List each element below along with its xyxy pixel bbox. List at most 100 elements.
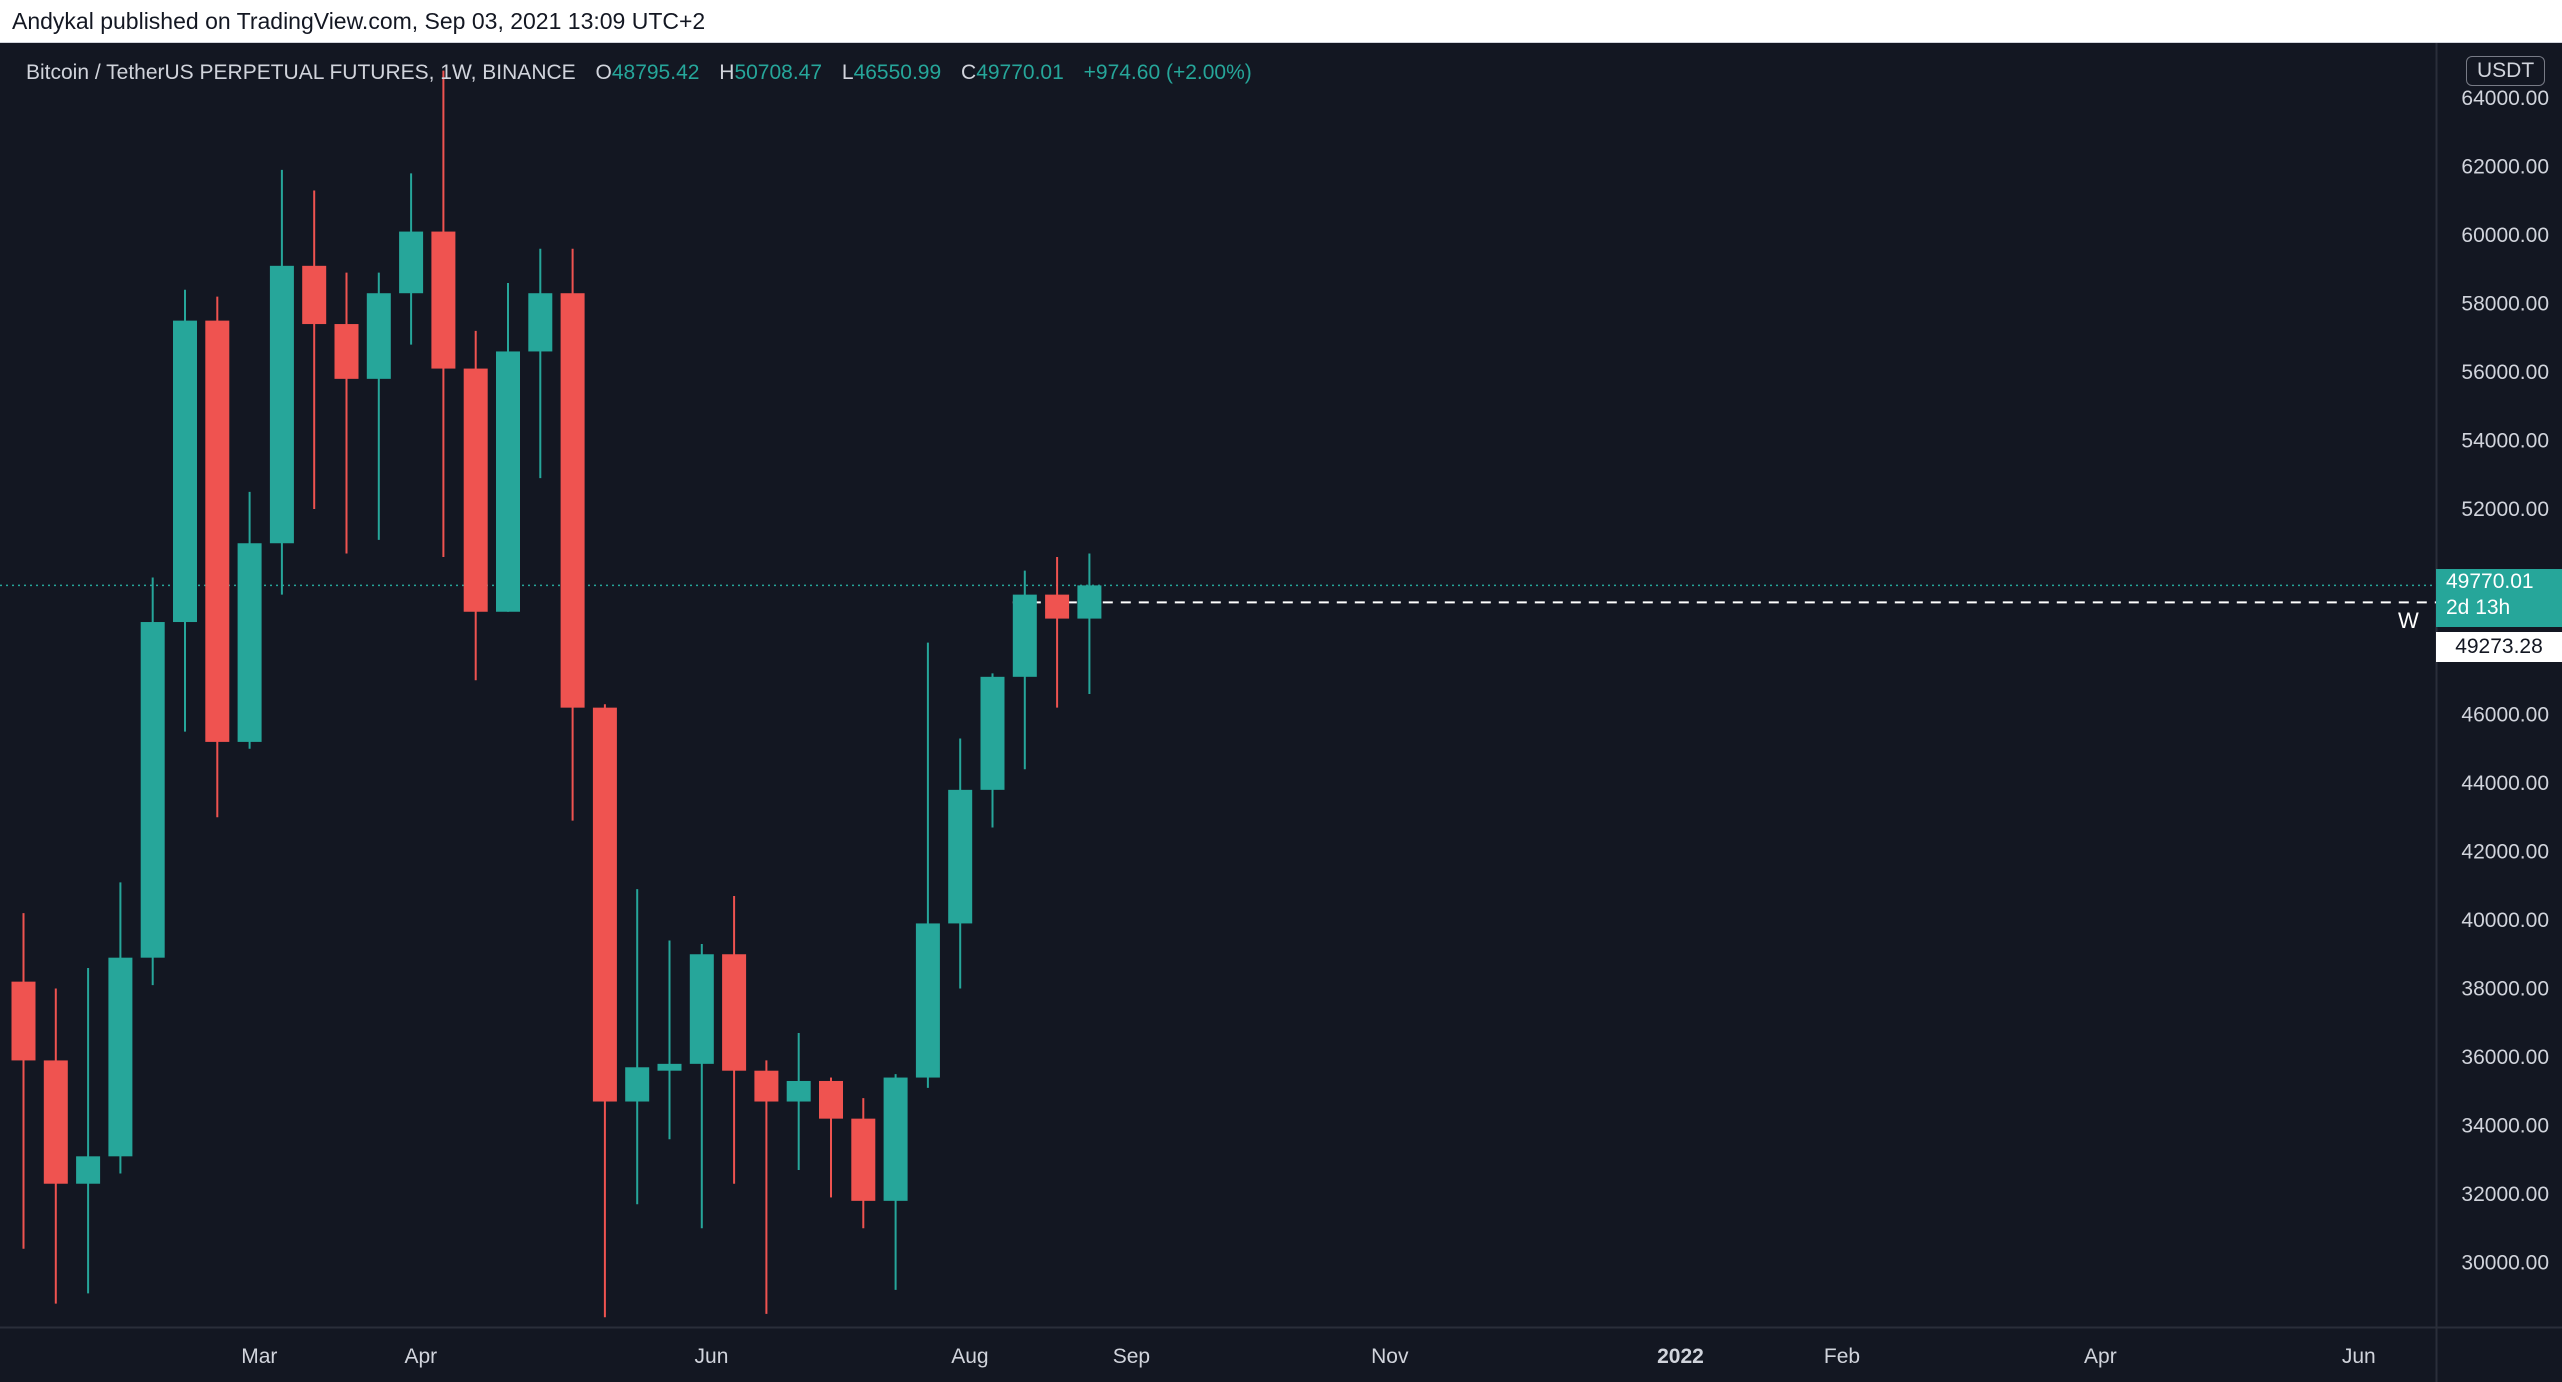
low-value: 46550.99 [853,61,942,84]
horizontal-line-text: W [2398,608,2419,633]
x-tick-label: Apr [404,1345,437,1368]
currency-badge[interactable]: USDT [2466,56,2546,86]
candles [11,70,1102,1318]
candle-body [851,1118,876,1201]
horizontal-line-price-label: 49273.28 [2436,632,2562,662]
candle-body [43,1060,68,1184]
symbol-title: Bitcoin / TetherUS PERPETUAL FUTURES, 1W… [26,61,576,84]
y-tick-label: 44000.00 [2461,772,2549,795]
x-tick-label: 2022 [1657,1345,1704,1368]
low-label: L [841,61,854,84]
y-tick-label: 64000.00 [2461,87,2549,110]
open-label: O [595,61,612,84]
candle [237,491,262,749]
candle-body [657,1063,682,1071]
y-tick-label: 62000.00 [2461,156,2549,179]
candle-body [1077,585,1102,619]
candle-body [980,676,1005,790]
candle [269,169,294,595]
candle [173,289,197,732]
y-tick-label: 60000.00 [2461,224,2549,247]
candle [980,673,1005,828]
chart-frame [0,43,2562,1382]
y-tick-label: 30000.00 [2461,1252,2549,1275]
candle [883,1074,908,1290]
candle-body [915,923,940,1078]
candle [431,70,456,557]
y-tick-label: 46000.00 [2461,704,2549,727]
publish-info-text: Andykal published on TradingView.com, Se… [12,8,706,34]
x-tick-label: Jun [2342,1345,2376,1368]
candlestick-chart[interactable]: 30000.00 32000.00 34000.00 36000.00 38000.00… [0,43,2562,1382]
candle [1077,553,1102,694]
candle-body [883,1077,908,1201]
candle [722,896,747,1184]
candle [592,704,617,1318]
candle [399,173,424,345]
high-label: H [719,61,735,84]
candle [560,248,585,821]
x-tick-label: Nov [1371,1345,1409,1368]
candle-body [786,1080,811,1102]
x-tick-label: Apr [2084,1345,2117,1368]
x-tick-label: Feb [1824,1345,1860,1368]
high-value: 50708.47 [734,61,823,84]
candle [302,190,327,509]
candle-body [173,320,197,623]
candle [366,272,391,540]
y-tick-label: 38000.00 [2461,978,2549,1001]
candle [463,330,488,681]
candle-body [625,1067,650,1102]
candle [140,577,165,986]
candle-body [1045,594,1070,619]
y-tick-label: 34000.00 [2461,1115,2549,1138]
candle-body [592,707,617,1102]
candle-body [431,231,456,369]
candle [948,738,973,989]
candle [496,282,520,612]
candle [11,913,36,1249]
candle-body [334,324,359,379]
candle-body [237,543,262,742]
y-tick-label: 54000.00 [2461,430,2549,453]
candle-body [560,293,585,708]
candle-body [948,789,973,924]
candle-body [140,622,165,958]
candle-body [754,1070,779,1102]
y-tick-label: 32000.00 [2461,1183,2549,1206]
candle-body [722,954,747,1071]
candle [76,967,101,1294]
candle [1045,556,1070,708]
y-tick-label: 52000.00 [2461,498,2549,521]
x-tick-label: Aug [951,1345,988,1368]
y-tick-label: 36000.00 [2461,1046,2549,1069]
candle [625,889,650,1205]
candle [1012,570,1037,770]
time-axis[interactable]: Mar Apr Jun Aug Sep Nov 2022 Feb Apr Jun [241,1345,2376,1368]
candle [205,296,230,818]
y-tick-label: 40000.00 [2461,909,2549,932]
candle-body [1012,594,1037,677]
candle-body [366,293,391,379]
candle-body [399,231,424,294]
candle-body [269,265,294,544]
candle-body [463,368,488,612]
y-tick-label: 56000.00 [2461,361,2549,384]
close-value: 49770.01 [976,61,1064,84]
candle-body [11,981,36,1061]
open-value: 48795.42 [611,61,700,84]
y-tick-label: 58000.00 [2461,293,2549,316]
last-price-label: 49770.01 2d 13h [2436,569,2562,627]
candle [915,642,940,1088]
price-axis[interactable]: 30000.00 32000.00 34000.00 36000.00 38000.00… [2461,87,2549,1275]
candle [334,272,359,554]
candle [754,1060,779,1314]
symbol-legend: Bitcoin / TetherUS PERPETUAL FUTURES, 1W… [26,61,1252,85]
candle [851,1098,876,1229]
candle [108,882,133,1174]
candle-body [205,320,230,742]
candle [689,943,714,1229]
candle [657,940,682,1140]
bar-countdown: 2d 13h [2446,596,2511,619]
candle-body [496,351,520,612]
